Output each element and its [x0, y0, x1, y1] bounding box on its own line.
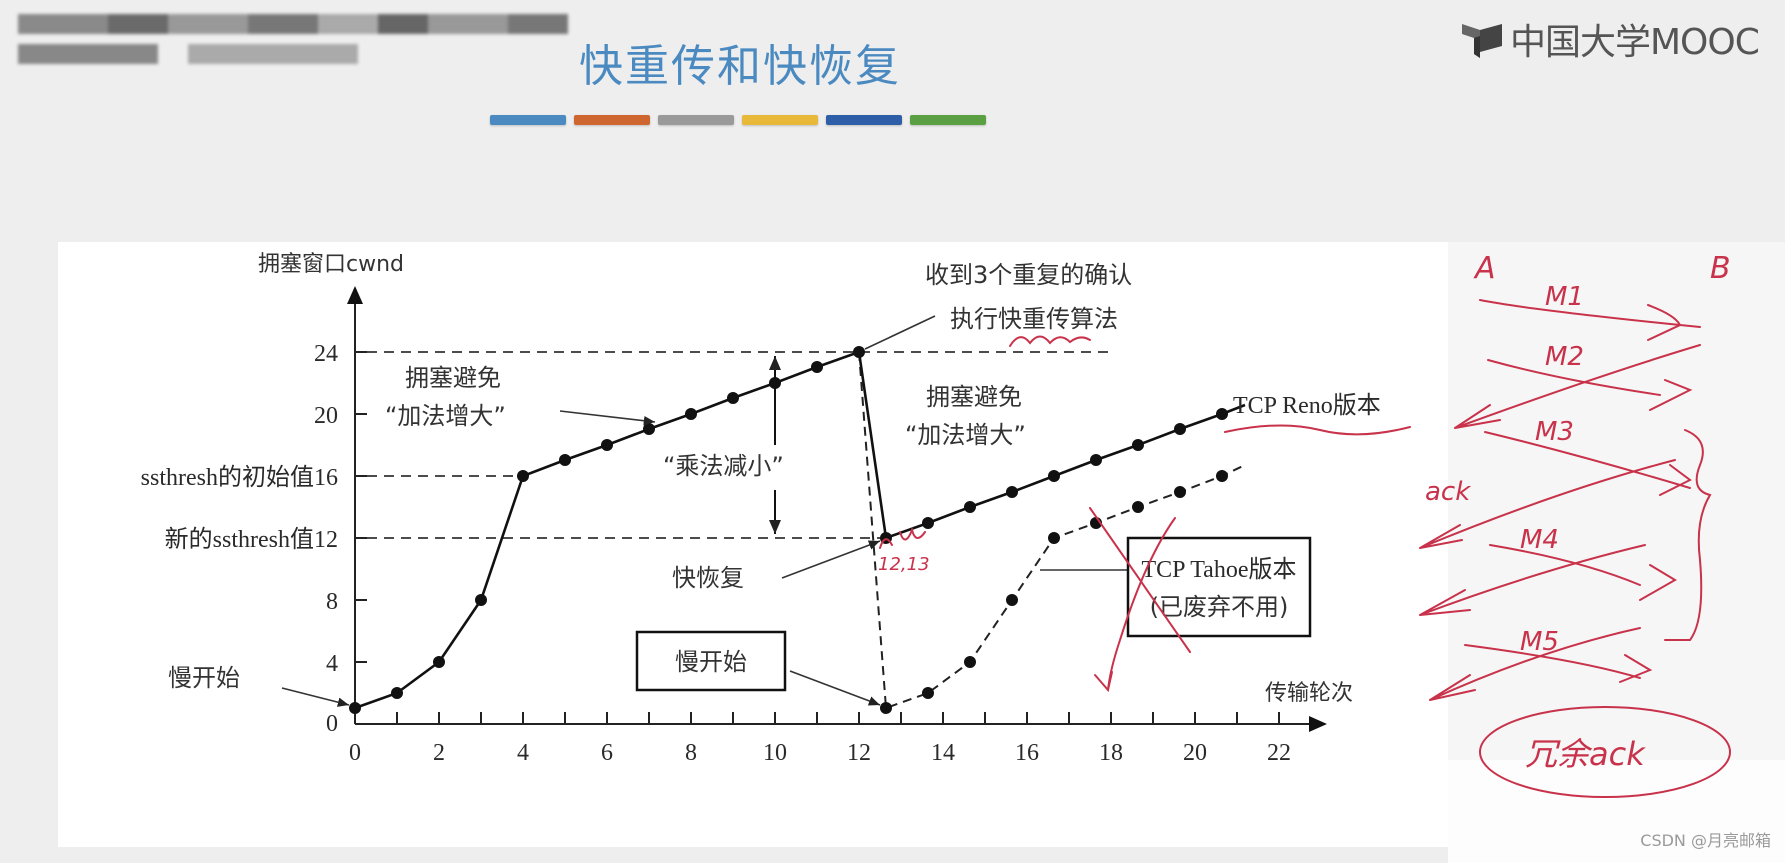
- x-axis-label: 传输轮次: [1265, 681, 1353, 706]
- cong-avoid-1-line1: 拥塞避免: [405, 364, 501, 392]
- y-ticks: [355, 351, 367, 663]
- leader-lines: [281, 315, 1128, 707]
- x-tick-labels: 0 2 4 6 8 10 12 14 16 18 20 22: [349, 740, 1291, 766]
- svg-text:2: 2: [433, 740, 445, 766]
- svg-text:20: 20: [1183, 740, 1207, 766]
- mult-decrease-label: “乘法减小”: [663, 452, 784, 480]
- blurred-header-text: [18, 14, 578, 94]
- svg-text:12: 12: [847, 740, 871, 766]
- fast-recovery-label: 快恢复: [672, 564, 744, 592]
- y-tick-20: 20: [314, 403, 338, 429]
- dup-ack-line2: 执行快重传算法: [950, 305, 1118, 333]
- svg-text:B: B: [1710, 251, 1731, 286]
- slide-title: 快重传和快恢复: [579, 41, 901, 92]
- logo-text: 中国大学MOOC: [1510, 22, 1760, 63]
- y-tick-4: 4: [326, 651, 338, 677]
- svg-text:6: 6: [601, 740, 613, 766]
- color-bar-2: [574, 115, 650, 125]
- cong-avoid-1-line2: “加法增大”: [385, 402, 506, 430]
- svg-text:M4: M4: [1520, 525, 1559, 555]
- y-tick-16: ssthresh的初始值16: [141, 464, 338, 491]
- y-tick-12: 新的ssthresh值12: [165, 526, 338, 553]
- color-bar-3: [658, 115, 734, 125]
- cong-avoid-2-line2: “加法增大”: [905, 421, 1026, 449]
- y-tick-24: 24: [314, 341, 338, 367]
- series-reno: [349, 346, 1246, 714]
- svg-text:10: 10: [763, 740, 787, 766]
- handwritten-annotations: [879, 299, 1731, 798]
- color-bar-4: [742, 115, 818, 125]
- tahoe-label-line1: TCP Tahoe版本: [1142, 556, 1297, 583]
- color-bar-6: [910, 115, 986, 125]
- y-tick-8: 8: [326, 589, 338, 615]
- mooc-logo: 中国大学MOOC: [1460, 14, 1760, 64]
- tahoe-label-line2: (已废弃不用): [1150, 593, 1289, 621]
- csdn-watermark: CSDN @月亮邮箱: [1640, 831, 1771, 850]
- dup-ack-line1: 收到3个重复的确认: [925, 261, 1132, 289]
- svg-text:M5: M5: [1520, 627, 1559, 657]
- slow-start-box-label: 慢开始: [675, 648, 747, 676]
- bottom-area: [1448, 760, 1785, 863]
- y-tick-0: 0: [326, 711, 338, 737]
- color-bar-5: [826, 115, 902, 125]
- slow-start-label: 慢开始: [168, 664, 240, 692]
- svg-text:14: 14: [931, 740, 955, 766]
- svg-text:12,13: 12,13: [878, 554, 930, 575]
- handwritten-text: A B M1 M2 M3 ack M4 M5 冗余ack 12,13: [878, 251, 1731, 773]
- svg-text:0: 0: [349, 740, 361, 766]
- cong-avoid-2-line1: 拥塞避免: [926, 383, 1022, 411]
- x-ticks: [396, 712, 1280, 724]
- color-bar-1: [490, 115, 566, 125]
- slow-start-box: [635, 630, 787, 692]
- reno-label: TCP Reno版本: [1233, 392, 1381, 419]
- svg-text:M3: M3: [1535, 417, 1574, 447]
- series-tahoe: [858, 351, 1246, 714]
- book-logo-icon: [1462, 24, 1502, 58]
- y-axis-label: 拥塞窗口cwnd: [258, 252, 404, 277]
- svg-text:18: 18: [1099, 740, 1123, 766]
- svg-text:M1: M1: [1545, 282, 1584, 312]
- svg-text:16: 16: [1015, 740, 1039, 766]
- svg-text:4: 4: [517, 740, 529, 766]
- svg-text:M2: M2: [1545, 342, 1584, 372]
- svg-text:22: 22: [1267, 740, 1291, 766]
- reference-lines: [367, 351, 1115, 539]
- svg-text:冗余ack: 冗余ack: [1525, 735, 1646, 773]
- svg-text:A: A: [1473, 251, 1496, 286]
- tahoe-box: [1126, 536, 1312, 638]
- svg-text:8: 8: [685, 740, 697, 766]
- svg-text:ack: ack: [1425, 477, 1471, 507]
